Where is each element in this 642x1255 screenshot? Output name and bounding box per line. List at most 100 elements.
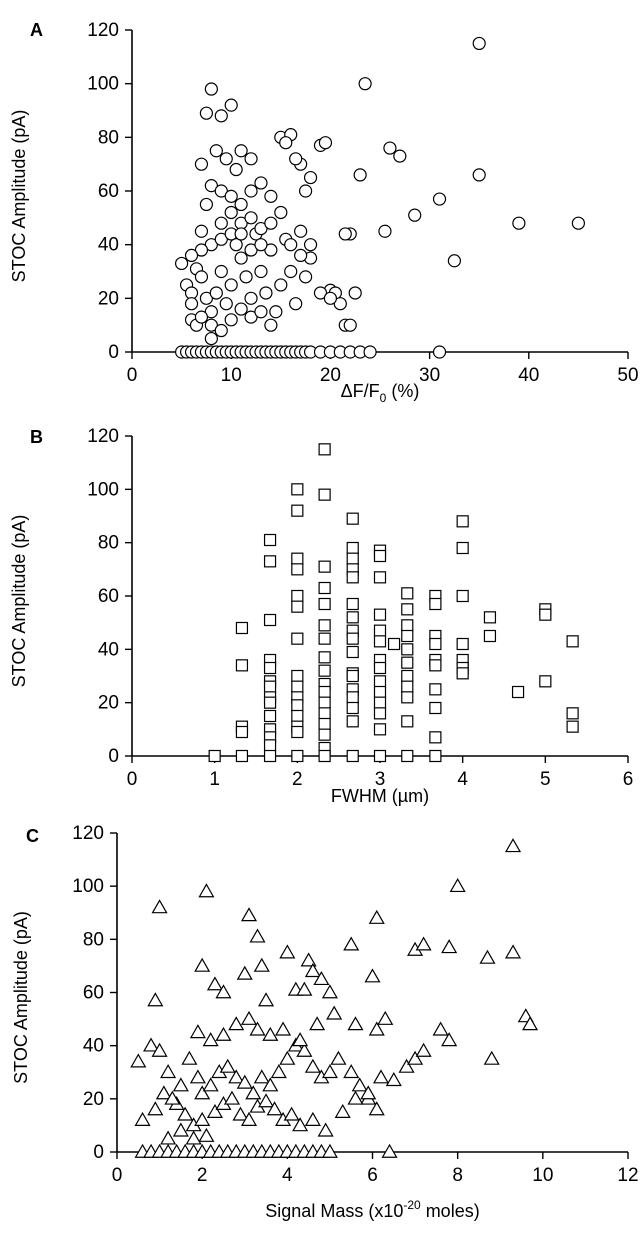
data-point: [143, 1037, 160, 1052]
data-point: [270, 1064, 287, 1079]
data-point: [330, 1050, 347, 1065]
data-point: [219, 1058, 236, 1073]
data-point: [393, 149, 407, 163]
data-point: [373, 571, 387, 584]
panel-c: 0 20 40 60 80 100 120 0 2 4 6 8 10 12 C STOC Amplitude …: [11, 823, 639, 1221]
data-point: [234, 197, 248, 212]
data-point: [263, 709, 277, 723]
data-point: [214, 216, 228, 230]
data-point: [263, 680, 277, 693]
data-point: [385, 1072, 402, 1087]
data-point: [244, 310, 258, 324]
data-point: [291, 632, 304, 645]
data-point: [401, 691, 414, 704]
data-point: [299, 270, 313, 284]
data-point: [373, 624, 387, 637]
x-tick-label: 10: [221, 365, 242, 386]
data-point: [291, 669, 304, 683]
data-point: [415, 1042, 432, 1057]
data-point: [566, 720, 579, 733]
data-point: [346, 749, 359, 763]
data-point: [363, 345, 377, 359]
x-tick-label: 6: [623, 769, 634, 790]
data-point: [264, 318, 278, 332]
data-point: [313, 970, 330, 986]
data-point: [429, 597, 442, 611]
data-point: [291, 504, 304, 517]
x-tick-label: 5: [540, 769, 551, 790]
data-point: [346, 552, 359, 565]
data-point: [264, 243, 278, 257]
data-point: [318, 749, 331, 763]
data-point: [263, 739, 277, 752]
data-point: [373, 696, 387, 709]
data-point: [198, 883, 215, 898]
data-point: [321, 1143, 338, 1158]
x-tick-label: 30: [419, 365, 440, 386]
data-point: [456, 637, 469, 651]
data-point: [228, 1069, 245, 1084]
data-point: [206, 1103, 223, 1118]
data-point: [304, 963, 321, 978]
y-tick-label: 20: [98, 288, 119, 309]
data-point: [194, 957, 211, 972]
data-point: [303, 238, 318, 252]
data-point: [240, 907, 258, 922]
data-point: [279, 1050, 296, 1065]
data-point: [407, 1050, 424, 1065]
panel-label: A: [30, 20, 43, 40]
data-point: [373, 635, 387, 648]
data-point: [291, 709, 304, 723]
data-point: [155, 1085, 172, 1100]
data-point: [151, 899, 168, 914]
panel-label: B: [30, 427, 43, 447]
data-point: [204, 305, 218, 319]
data-point: [373, 723, 387, 736]
data-point: [504, 944, 522, 959]
data-point: [244, 243, 258, 257]
y-tick-label: 20: [83, 1089, 104, 1110]
data-point: [346, 669, 359, 683]
data-point: [224, 98, 238, 112]
data-point: [291, 563, 304, 576]
data-point: [343, 318, 357, 332]
data-point: [279, 944, 296, 959]
data-point: [429, 659, 442, 672]
data-point: [160, 1064, 177, 1079]
data-point: [291, 749, 304, 763]
x-tick-label: 20: [320, 365, 341, 386]
data-point: [346, 611, 359, 624]
data-point: [147, 1101, 164, 1116]
data-point: [346, 632, 359, 645]
data-point: [134, 1111, 151, 1126]
y-tick-label: 60: [83, 983, 104, 1004]
data-point: [432, 345, 447, 359]
data-point: [269, 305, 283, 319]
data-point: [194, 1085, 211, 1100]
panel-a: 0 20 40 60 80 100 120 0 10 20 30 40 50 A STOC Amplitud…: [9, 20, 639, 405]
data-point: [275, 1021, 292, 1036]
data-point: [234, 251, 248, 265]
y-tick-label: 40: [83, 1036, 104, 1057]
data-point: [194, 270, 209, 284]
data-point: [299, 184, 313, 198]
data-point: [289, 152, 303, 166]
data-point: [373, 749, 387, 763]
panel-b: 0 20 40 60 80 100 120 0 1 2 3 4 5 6 B STOC Amplitude (p…: [9, 426, 633, 806]
data-point: [377, 1010, 394, 1025]
data-point: [401, 619, 414, 632]
data-point: [240, 1010, 258, 1025]
data-point: [539, 675, 552, 688]
data-point: [266, 1101, 283, 1116]
data-point: [254, 264, 268, 279]
y-tick-label: 0: [93, 1142, 104, 1163]
data-point: [373, 661, 387, 675]
x-tick-label: 0: [127, 769, 138, 790]
data-point: [199, 106, 213, 120]
x-tick-label: 4: [282, 1165, 293, 1186]
data-point: [263, 555, 277, 568]
x-tick-label: 0: [127, 365, 138, 386]
data-point: [456, 589, 469, 603]
data-point: [351, 1077, 368, 1092]
data-point: [147, 992, 164, 1007]
